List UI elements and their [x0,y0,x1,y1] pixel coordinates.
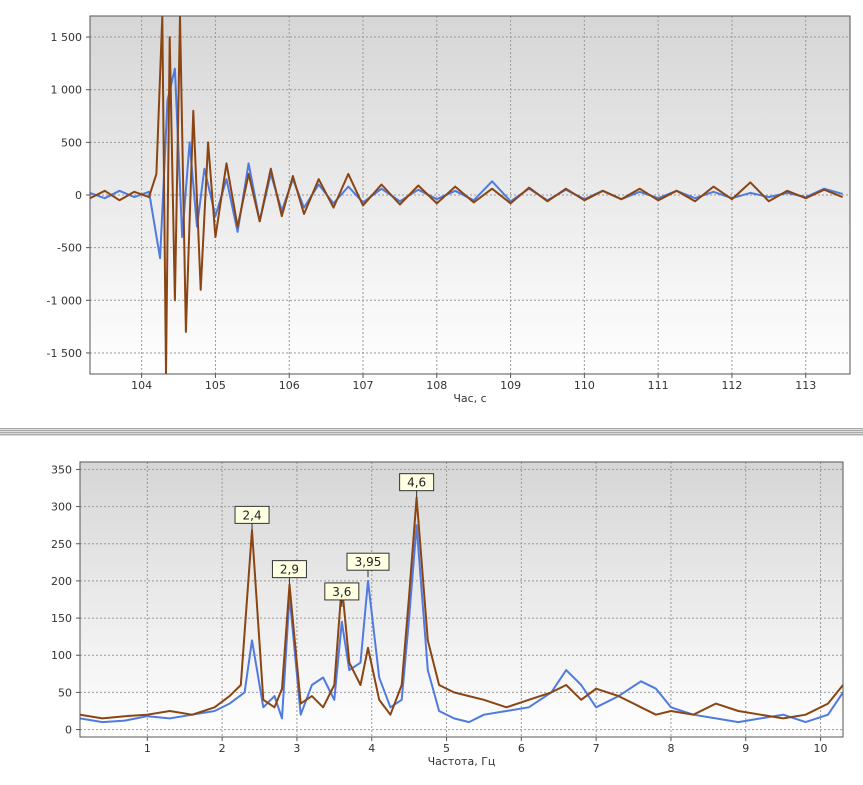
x-tick-label: 6 [518,742,525,755]
peak-label-box [324,582,360,601]
x-tick-label: 110 [574,379,595,392]
peak-label: 2,4 [243,508,262,522]
y-tick-label: 150 [51,612,72,625]
y-tick-label: -1 000 [47,294,82,307]
x-tick-label: 4 [368,742,375,755]
x-tick-label: 108 [426,379,447,392]
peak-label-box [271,560,307,579]
peak-label-box [399,473,435,492]
y-tick-label: 1 000 [51,84,83,97]
y-tick-label: 300 [51,501,72,514]
peak-label: 3,6 [332,585,351,599]
y-tick-label: 50 [58,686,72,699]
peak-label: 4,6 [407,476,426,490]
peak-label: 2,9 [280,563,299,577]
series-line-1 [90,67,843,260]
peak-label: 3,95 [355,555,382,569]
x-tick-label: 109 [500,379,521,392]
x-tick-label: 1 [144,742,151,755]
y-tick-label: 200 [51,575,72,588]
spectrum-chart-panel: 1 2 3 4 5 6 7 8 9 10 0 50 100 150 200 250 300 350 Частота,… [0,436,863,785]
x-axis-label: Частота, Гц [428,755,496,768]
y-tick-label: -500 [57,242,82,255]
y-tick-label: 1 500 [51,31,83,44]
time-chart-panel: 104 105 106 107 108 109 110 111 112 113 1 500 1 000… [0,0,863,428]
x-tick-label: 105 [205,379,226,392]
x-tick-label: 10 [814,742,828,755]
x-tick-label: 9 [742,742,749,755]
series-line-2 [90,16,843,374]
x-tick-label: 2 [219,742,226,755]
y-tick-label: -1 500 [47,347,82,360]
x-tick-label: 104 [131,379,152,392]
y-tick-label: 0 [65,724,72,737]
y-tick-label: 350 [51,463,72,476]
panel-splitter[interactable] [0,428,863,436]
x-tick-label: 107 [353,379,374,392]
x-tick-label: 7 [593,742,600,755]
series-line-2 [80,496,843,720]
series-line-1 [80,524,843,724]
y-tick-label: 100 [51,649,72,662]
x-tick-label: 111 [648,379,669,392]
y-tick-label: 500 [61,136,82,149]
plot-border [79,461,844,738]
peak-label-box [346,552,390,571]
x-tick-label: 8 [667,742,674,755]
spectrum-chart[interactable]: 1 2 3 4 5 6 7 8 9 10050100150200250300350Частота,… [0,436,863,785]
x-tick-label: 106 [279,379,300,392]
x-tick-label: 5 [443,742,450,755]
peak-label-box [234,505,270,524]
time-domain-chart[interactable]: 104 105 106 107 108 109 110 111 112 113 1 500 1 000… [0,0,863,428]
y-tick-label: 0 [75,189,82,202]
x-tick-label: 112 [721,379,742,392]
plot-area [80,462,843,737]
y-tick-label: 250 [51,538,72,551]
x-tick-label: 3 [293,742,300,755]
x-axis-label: Час, с [453,392,486,405]
x-tick-label: 113 [795,379,816,392]
